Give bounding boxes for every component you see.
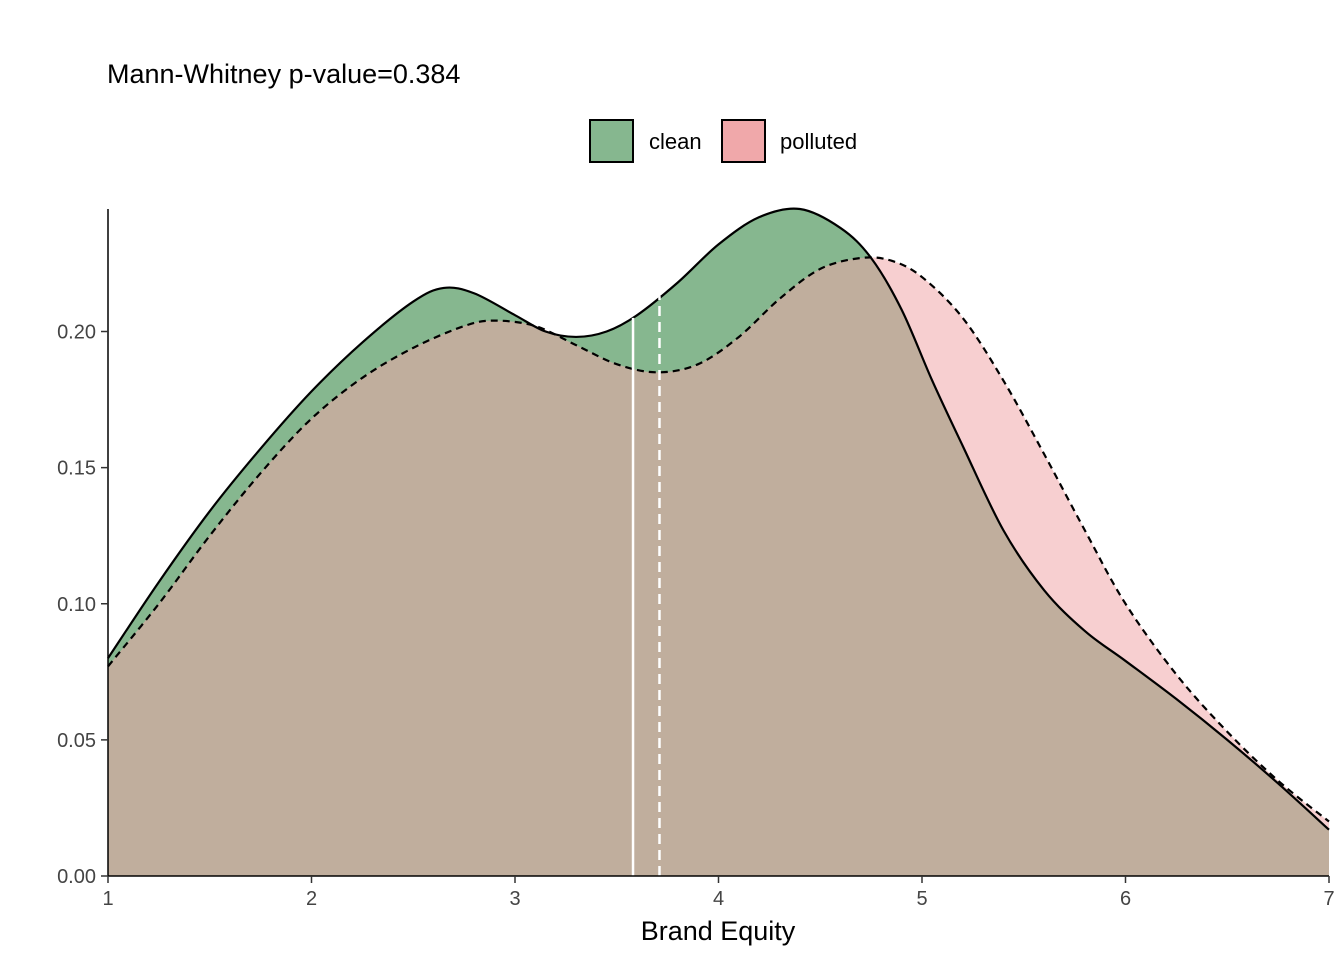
plot-area [107,207,1330,876]
x-tick-label: 4 [713,888,724,910]
density-line-polluted [107,256,1330,823]
x-tick-label: 7 [1323,888,1334,910]
y-tick-label: 0.05 [57,730,96,752]
x-tick-label: 3 [509,888,520,910]
y-tick-label: 0.20 [57,322,96,344]
x-tick-label: 6 [1120,888,1131,910]
y-tick-label: 0.15 [57,458,96,480]
legend-label-polluted: polluted [780,129,857,154]
density-area-polluted [108,257,1329,876]
legend: clean polluted [589,119,857,163]
x-axis-title: Brand Equity [641,916,796,946]
x-tick-label: 2 [306,888,317,910]
x-tick-label: 1 [102,888,113,910]
density-line-clean [107,207,1330,831]
x-tick-label: 5 [916,888,927,910]
chart-title: Mann-Whitney p-value=0.384 [107,59,460,89]
y-tick-label: 0.10 [57,594,96,616]
y-tick-label: 0.00 [57,866,96,888]
axes: 1 2 3 4 5 6 7 0.00 0.05 0.10 0.15 0.20 [57,209,1335,910]
legend-swatch-polluted [721,119,766,163]
legend-label-clean: clean [649,129,702,154]
legend-swatch-clean [589,119,634,163]
